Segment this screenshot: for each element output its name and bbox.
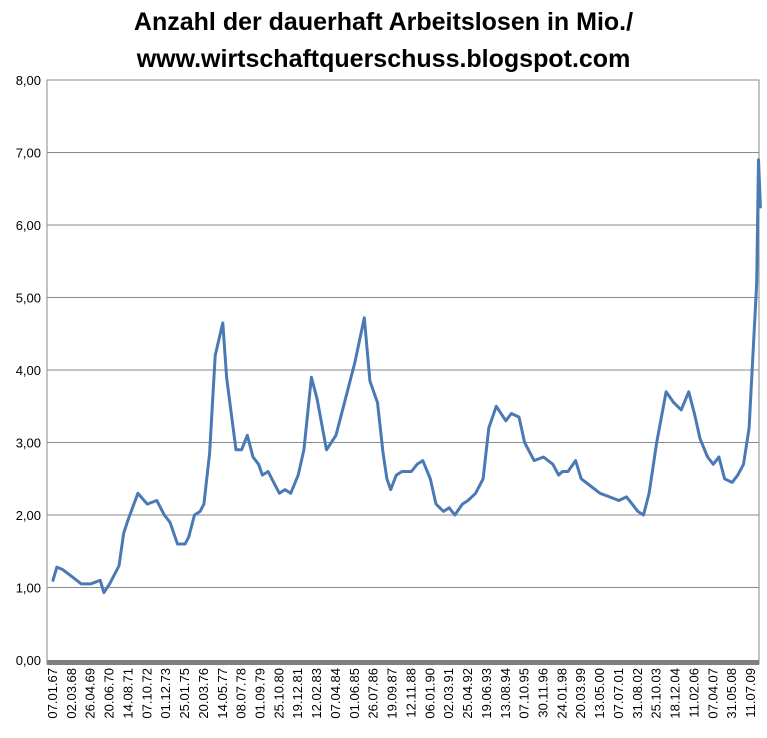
y-tick-label: 1,00	[16, 581, 41, 596]
x-tick-label: 26.07.86	[366, 668, 381, 719]
x-tick-label: 18.12.04	[668, 668, 683, 719]
y-tick-label: 0,00	[16, 653, 41, 668]
x-tick-label: 31.05.08	[724, 668, 739, 719]
x-tick-label: 26.04.69	[83, 668, 98, 719]
x-tick-label: 12.11.88	[403, 668, 418, 718]
x-tick-label: 14.08.71	[120, 668, 135, 719]
x-tick-label: 07.04.07	[705, 668, 720, 719]
x-tick-label: 19.12.81	[290, 668, 305, 719]
x-tick-label: 13.08.94	[498, 668, 513, 719]
x-tick-label: 01.06.85	[347, 668, 362, 719]
x-tick-label: 07.01.67	[45, 668, 60, 719]
chart-title-line-1: Anzahl der dauerhaft Arbeitslosen in Mio…	[133, 8, 634, 36]
x-tick-label: 14.05.77	[215, 668, 230, 719]
chart-title-line-2: www.wirtschaftquerschuss.blogspot.com	[136, 45, 631, 73]
y-tick-label: 6,00	[16, 218, 41, 233]
x-tick-label: 11.02.06	[686, 668, 701, 718]
x-tick-label: 01.12.73	[158, 668, 173, 719]
x-tick-label: 13.05.00	[592, 668, 607, 719]
x-axis-ticks: 07.01.67 02.03.68 26.04.69 20.06.70 14.08.71…	[45, 668, 758, 719]
x-tick-label: 25.01.75	[177, 668, 192, 719]
y-tick-label: 4,00	[16, 363, 41, 378]
x-tick-label: 11.07.09	[743, 668, 758, 718]
x-tick-label: 30.11.96	[535, 668, 550, 718]
plot-area	[46, 79, 760, 665]
x-tick-label: 07.10.95	[517, 668, 532, 719]
x-tick-label: 19.09.87	[385, 668, 400, 719]
x-tick-label: 02.03.68	[64, 668, 79, 719]
chart-title: Anzahl der dauerhaft Arbeitslosen in Mio…	[0, 4, 767, 78]
x-tick-label: 12.02.83	[309, 668, 324, 719]
series-line	[51, 158, 762, 595]
y-axis-ticks: 0,00 1,00 2,00 3,00 4,00 5,00 6,00 7,00 8,00	[16, 73, 41, 668]
x-tick-label: 07.10.72	[139, 668, 154, 719]
x-axis-bar	[47, 660, 759, 665]
x-tick-label: 25.10.80	[271, 668, 286, 719]
x-tick-label: 20.03.99	[573, 668, 588, 719]
x-tick-label: 24.01.98	[554, 668, 569, 719]
x-tick-label: 08.07.78	[234, 668, 249, 719]
x-tick-label: 25.04.92	[460, 668, 475, 719]
y-tick-label: 7,00	[16, 146, 41, 161]
x-tick-label: 19.06.93	[479, 668, 494, 719]
y-tick-label: 2,00	[16, 508, 41, 523]
x-tick-label: 06.01.90	[422, 668, 437, 719]
x-tick-label: 01.09.79	[253, 668, 268, 719]
x-tick-label: 02.03.91	[441, 668, 456, 719]
x-tick-label: 25.10.03	[649, 668, 664, 719]
gridlines	[47, 79, 759, 588]
x-tick-label: 20.03.76	[196, 668, 211, 719]
x-tick-label: 07.04.84	[328, 668, 343, 719]
x-tick-label: 31.08.02	[630, 668, 645, 719]
y-tick-label: 3,00	[16, 436, 41, 451]
x-tick-label: 20.06.70	[102, 668, 117, 719]
y-tick-label: 8,00	[16, 73, 41, 88]
y-tick-label: 5,00	[16, 291, 41, 306]
x-tick-label: 07.07.01	[611, 668, 626, 719]
